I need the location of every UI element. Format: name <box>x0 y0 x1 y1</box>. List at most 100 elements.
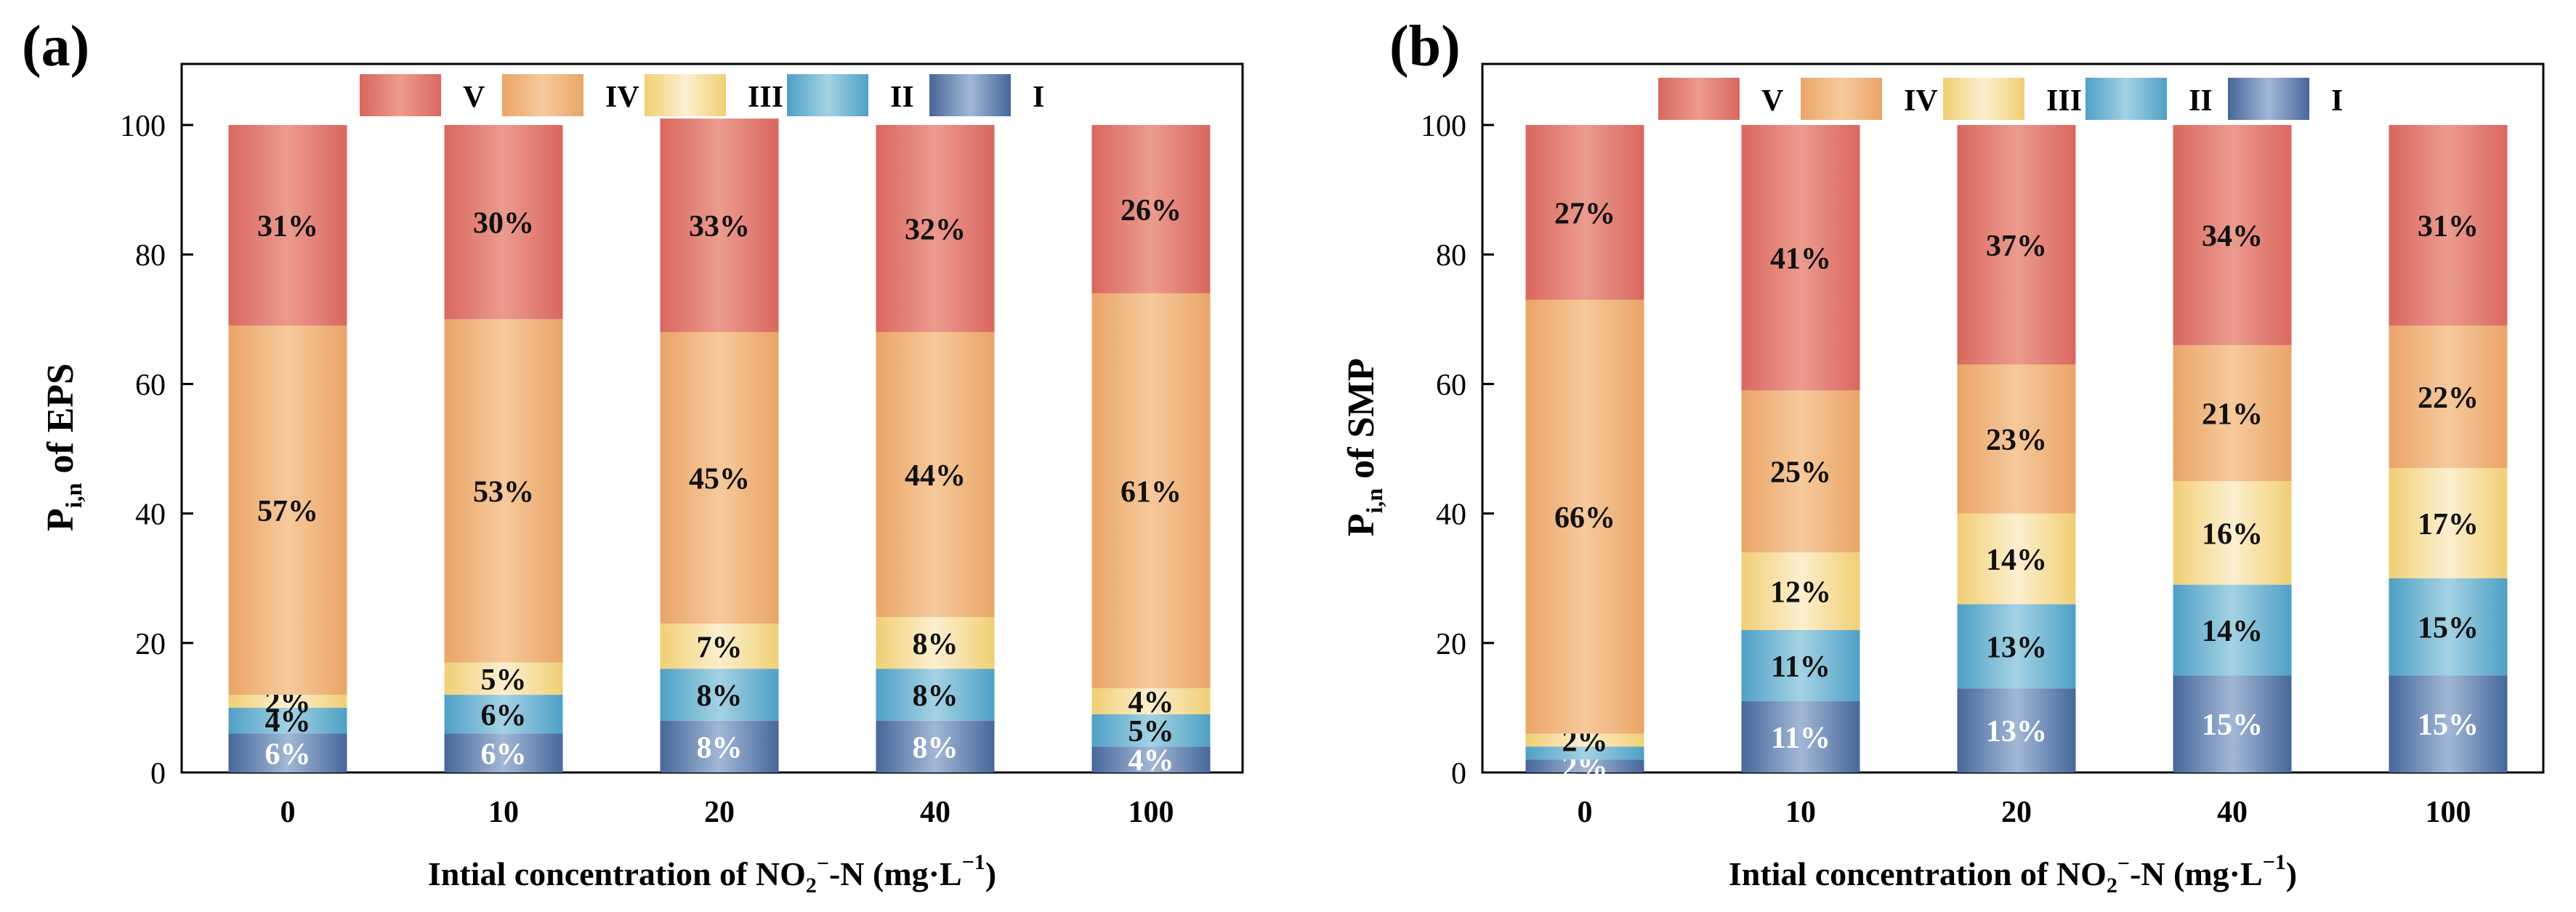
bar-segment-II <box>2173 584 2292 676</box>
data-label-IV: 53% <box>473 475 534 509</box>
bar-segment-III <box>1091 688 1211 714</box>
legend-swatch-IV <box>502 74 584 116</box>
data-label-V: 32% <box>905 214 966 247</box>
y-axis-label-main: P <box>40 508 81 531</box>
y-tick-label: 40 <box>1436 499 1466 532</box>
x-tick-label: 20 <box>704 796 735 829</box>
data-label-IV: 57% <box>257 495 318 528</box>
x-axis-label-part: Intial concentration of NO <box>1729 855 2107 892</box>
x-axis-label-part: − <box>2117 852 2130 876</box>
x-tick-label: 40 <box>2217 796 2248 829</box>
bar-segment-I <box>444 733 563 772</box>
x-tick-label: 0 <box>280 796 296 829</box>
bar-segment-II <box>660 669 779 721</box>
bar-segment-V <box>1957 125 2076 365</box>
y-tick-label: 60 <box>135 368 166 402</box>
legend-label-IV: IV <box>605 81 639 114</box>
bar-segment-V <box>1741 125 1860 391</box>
bar-segment-I <box>1957 688 2076 772</box>
bar-segment-IV <box>876 332 995 618</box>
y-axis-label: Pi,n of EPS <box>40 363 86 531</box>
legend-label-III: III <box>2046 84 2082 118</box>
legend-swatch-III <box>645 74 726 116</box>
legend-swatch-I <box>929 74 1011 116</box>
data-label-I: 6% <box>265 738 311 771</box>
bar-segment-II <box>876 669 995 721</box>
data-label-IV: 44% <box>905 459 966 493</box>
data-label-IV: 21% <box>2202 398 2263 431</box>
bar-segment-III <box>1741 552 1860 630</box>
x-tick-label: 100 <box>2426 796 2471 829</box>
panel-label: (a) <box>22 15 89 78</box>
x-axis-label: Intial concentration of NO2−-N (mg·L−1) <box>428 850 996 897</box>
y-tick-label: 0 <box>1451 757 1466 791</box>
y-axis-label: Pi,n of SMP <box>1341 358 1387 537</box>
bar-segment-V <box>444 125 563 320</box>
data-label-I: 8% <box>913 731 958 764</box>
data-label-III: 16% <box>2202 517 2263 551</box>
data-label-V: 37% <box>1986 230 2047 263</box>
data-label-V: 30% <box>473 207 534 241</box>
data-label-II: 13% <box>1986 631 2047 664</box>
legend-label-IV: IV <box>1904 84 1938 118</box>
x-axis-label-part: − <box>817 852 829 876</box>
bar-segment-V <box>2389 125 2508 326</box>
y-axis-label-rest: of SMP <box>1341 358 1382 488</box>
y-axis-label-rest: of EPS <box>40 363 81 483</box>
bar-segment-II <box>228 707 347 734</box>
bar-segment-V <box>1525 125 1644 300</box>
bar-segment-III <box>876 617 995 669</box>
bar-segment-I <box>2173 675 2292 772</box>
bar-segment-V <box>228 125 347 326</box>
bar-segment-IV <box>1957 364 2076 514</box>
legend-label-I: I <box>2331 84 2343 118</box>
x-axis-label-part: −1 <box>962 850 985 874</box>
x-axis-label-part: 2 <box>2107 873 2117 897</box>
bar-segment-I <box>1525 759 1644 772</box>
y-tick-label: 20 <box>135 628 166 661</box>
bar-segment-III <box>2389 468 2508 578</box>
data-label-II: 11% <box>1771 650 1830 684</box>
x-tick-label: 100 <box>1128 796 1174 829</box>
bar-segment-IV <box>228 326 347 695</box>
data-label-IV: 23% <box>1986 424 2047 457</box>
data-label-IV: 45% <box>689 463 750 496</box>
legend-label-III: III <box>748 81 783 114</box>
data-label-II: 5% <box>1128 715 1174 748</box>
y-axis-label-sub: i,n <box>1361 488 1387 514</box>
legend-label-II: II <box>890 81 914 114</box>
legend-swatch-I <box>2228 78 2309 120</box>
data-label-III: 12% <box>1770 576 1831 610</box>
legend-label-II: II <box>2189 84 2213 118</box>
bar-segment-V <box>2173 125 2292 345</box>
x-axis-label-part: -N (mg·L <box>2130 855 2263 892</box>
bar-segment-III <box>1525 733 1644 747</box>
bar-segment-IV <box>444 319 563 663</box>
data-label-II: 15% <box>2418 612 2479 645</box>
y-tick-label: 0 <box>150 757 166 791</box>
y-tick-label: 20 <box>1436 628 1466 661</box>
data-label-V: 31% <box>257 210 318 243</box>
legend-label-I: I <box>1033 81 1044 114</box>
bar-segment-II <box>444 695 563 734</box>
y-axis-label-main: P <box>1341 514 1382 537</box>
bar-segment-V <box>876 125 995 333</box>
bar-segment-II <box>1741 629 1860 701</box>
data-label-V: 41% <box>1770 243 1831 276</box>
data-label-I: 11% <box>1771 722 1830 755</box>
data-label-II: 8% <box>697 679 743 713</box>
data-label-III: 7% <box>697 631 743 664</box>
x-axis-label: Intial concentration of NO2−-N (mg·L−1) <box>1729 850 2297 897</box>
data-label-I: 13% <box>1986 715 2047 748</box>
bar-segment-II <box>1957 604 2076 689</box>
bar-segment-II <box>2389 578 2508 676</box>
legend-swatch-V <box>1658 78 1740 120</box>
x-axis-label-part: 2 <box>806 873 817 897</box>
bar-segment-V <box>660 118 779 333</box>
bar-segment-I <box>876 720 995 772</box>
bar-segment-V <box>1091 125 1211 294</box>
data-label-II: 6% <box>481 699 527 733</box>
data-label-III: 8% <box>913 628 958 661</box>
bar-segment-IV <box>2173 344 2292 482</box>
data-label-III: 5% <box>481 663 527 697</box>
